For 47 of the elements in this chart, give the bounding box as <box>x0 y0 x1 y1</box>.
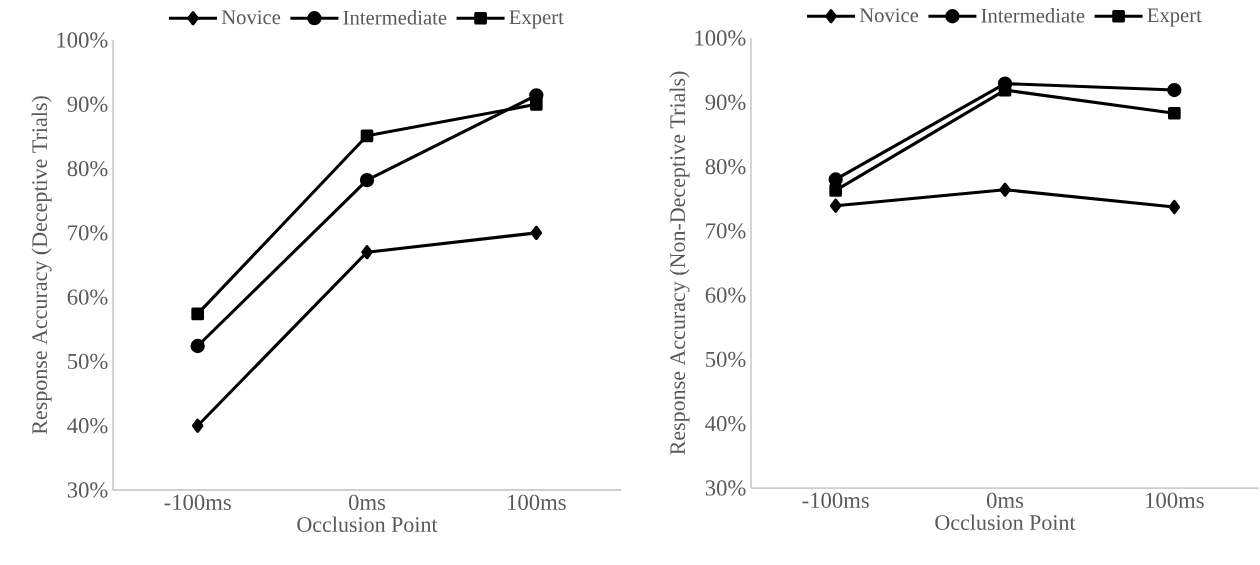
point <box>1168 106 1181 120</box>
point <box>1168 199 1181 215</box>
x-axis-title: Occlusion Point <box>935 514 1076 530</box>
x-tick-label: 0ms <box>348 494 386 511</box>
point <box>190 338 205 354</box>
x-axis-title: Occlusion Point <box>297 516 438 532</box>
y-tick-label: 60% <box>67 289 108 305</box>
legend-label: Novice <box>859 8 919 23</box>
point <box>829 198 842 213</box>
x-tick-label: 0ms <box>986 492 1024 509</box>
y-tick-label: 40% <box>67 418 108 434</box>
point <box>998 83 1012 97</box>
point <box>530 225 543 240</box>
point <box>829 184 843 197</box>
legend-label: Intermediate <box>343 10 447 25</box>
x-tick-label: -100ms <box>802 492 869 509</box>
y-tick-label: 70% <box>68 225 108 241</box>
y-tick-label: 90% <box>705 94 746 110</box>
y-tick-label: 40% <box>705 416 746 432</box>
y-tick-label: 90% <box>67 96 108 112</box>
y-tick-label: 100% <box>695 30 746 46</box>
legend-label: Novice <box>221 10 281 25</box>
y-tick-label: 80% <box>67 160 108 177</box>
point <box>360 129 374 143</box>
y-tick-label: 80% <box>705 158 746 175</box>
point <box>191 307 205 321</box>
point <box>191 418 204 433</box>
point <box>359 173 375 188</box>
legend-label: Expert <box>1147 8 1202 27</box>
y-tick-label: 50% <box>68 353 108 370</box>
x-tick-label: 100ms <box>1146 492 1204 509</box>
legend-label: Expert <box>509 10 564 29</box>
x-tick-label: 100ms <box>508 494 566 511</box>
y-tick-label: 30% <box>705 480 746 496</box>
point <box>1167 82 1182 98</box>
y-tick-label: 60% <box>705 287 746 303</box>
y-axis-title: Response Accuracy (Non-Deceptive Trials) <box>669 71 690 455</box>
y-tick-label: 50% <box>706 351 746 368</box>
y-tick-label: 100% <box>57 32 108 48</box>
legend-label: Intermediate <box>981 8 1085 23</box>
y-tick-label: 70% <box>706 223 746 239</box>
x-tick-label: -100ms <box>164 494 231 511</box>
y-axis-title: Response Accuracy (Deceptive Trials) <box>31 96 52 435</box>
point <box>361 245 373 260</box>
y-tick-label: 30% <box>67 482 108 498</box>
point <box>999 182 1011 197</box>
point <box>530 97 543 111</box>
